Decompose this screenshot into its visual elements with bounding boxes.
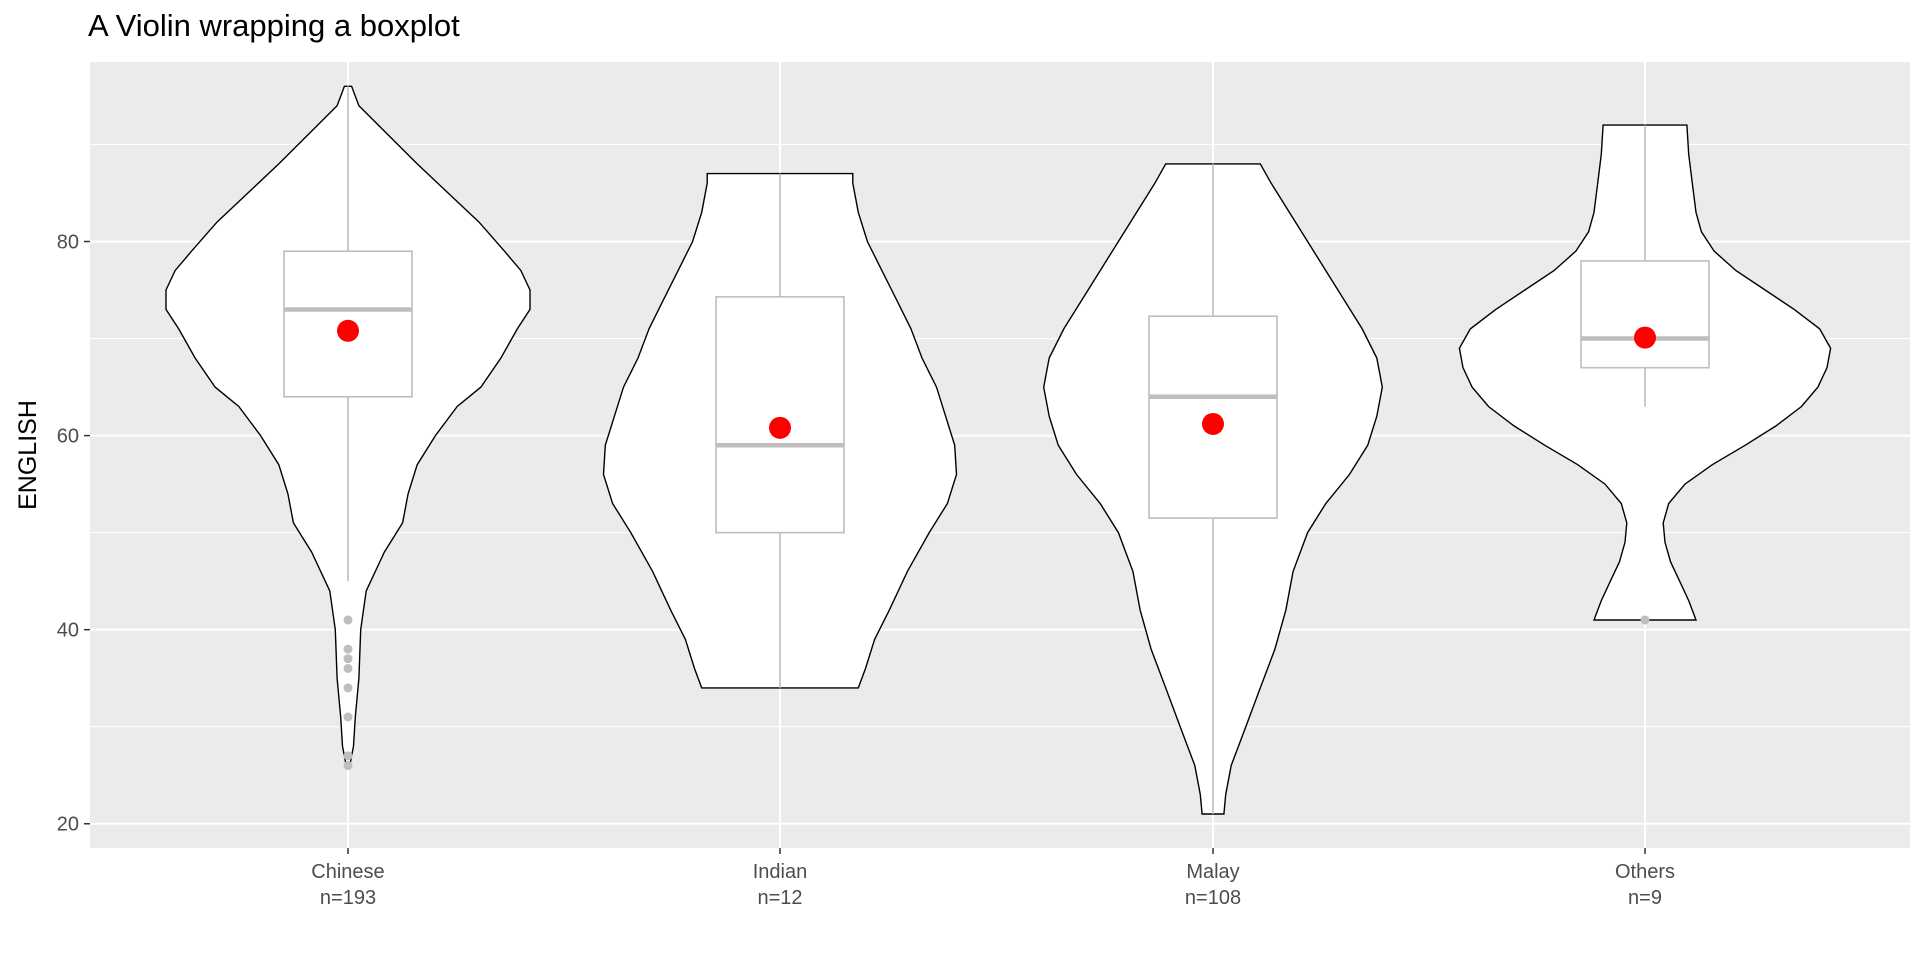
outlier-point xyxy=(343,761,353,771)
outlier-point xyxy=(343,683,353,693)
x-tick-count-label: n=193 xyxy=(320,887,376,909)
y-axis-title: ENGLISH xyxy=(14,400,42,510)
outlier-point xyxy=(343,644,353,654)
y-tick-label: 80 xyxy=(57,232,79,254)
outlier-point xyxy=(343,615,353,625)
chart-title: A Violin wrapping a boxplot xyxy=(88,8,460,43)
box-indian xyxy=(715,296,845,534)
outlier-point xyxy=(1640,615,1650,625)
x-tick-count-label: n=108 xyxy=(1185,887,1241,909)
mean-point xyxy=(1634,326,1656,349)
box-others xyxy=(1580,260,1710,369)
x-tick-label: Indian xyxy=(753,861,808,883)
mean-point xyxy=(1202,412,1224,435)
outlier-point xyxy=(343,712,353,722)
x-tick-count-label: n=9 xyxy=(1628,887,1662,909)
y-tick-label: 20 xyxy=(57,814,79,836)
outlier-point xyxy=(343,663,353,673)
mean-point xyxy=(337,319,359,342)
outlier-point xyxy=(343,654,353,664)
x-tick-count-label: n=12 xyxy=(757,887,802,909)
outlier-point xyxy=(343,751,353,761)
x-tick-label: Others xyxy=(1615,861,1675,883)
x-tick-label: Chinese xyxy=(311,861,384,883)
y-tick-label: 60 xyxy=(57,426,79,448)
y-tick-label: 40 xyxy=(57,620,79,642)
mean-point xyxy=(769,416,791,439)
x-tick-label: Malay xyxy=(1186,861,1239,883)
